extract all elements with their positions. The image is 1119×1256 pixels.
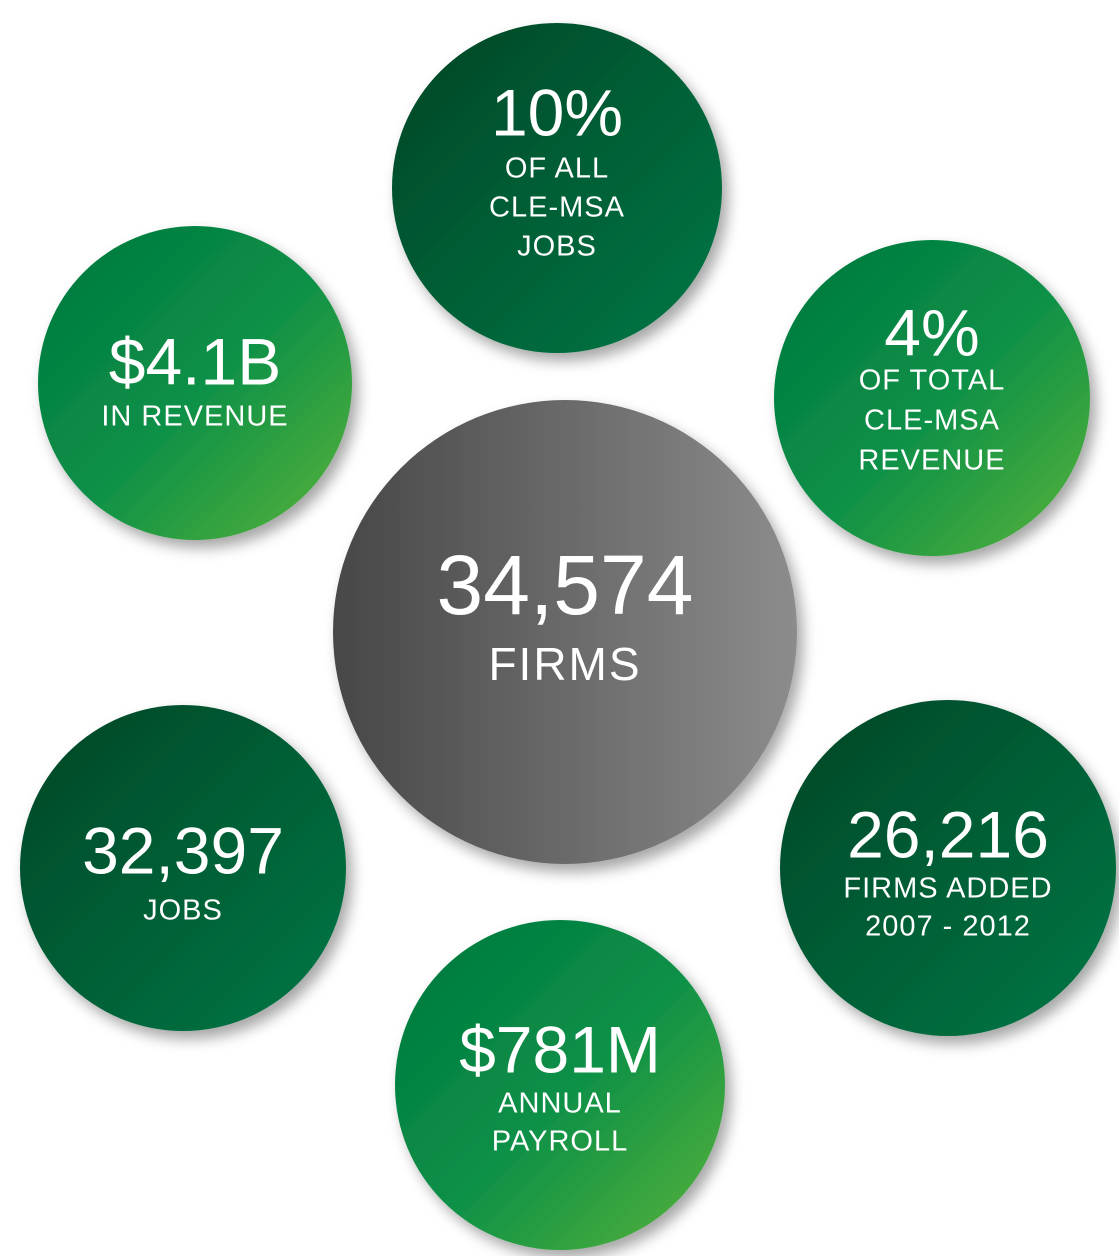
stat-circle: 34,574 FIRMS (333, 400, 797, 864)
circle (395, 920, 725, 1250)
stat-caption: JOBS (517, 231, 597, 263)
stat-caption: FIRMS ADDED (843, 873, 1052, 905)
stat-value: 10% (491, 75, 623, 149)
stat-value: 26,216 (847, 797, 1049, 871)
circle (780, 700, 1116, 1036)
circle (333, 400, 797, 864)
stat-caption: OF ALL (505, 153, 609, 185)
stat-value: 32,397 (82, 813, 284, 887)
stat-caption: JOBS (143, 895, 223, 927)
stat-caption: ANNUAL (498, 1088, 622, 1120)
circle (774, 240, 1090, 556)
stat-circle: 4%OF TOTAL CLE-MSA REVENUE (774, 240, 1090, 556)
stat-value: 34,574 (437, 538, 694, 632)
stat-caption: 2007 - 2012 (865, 911, 1031, 943)
stat-value: $4.1B (109, 324, 281, 398)
stat-caption: CLE-MSA (864, 405, 1000, 437)
stat-caption: IN REVENUE (101, 401, 288, 433)
stat-caption: OF TOTAL (859, 365, 1006, 397)
circle (392, 23, 722, 353)
circle (38, 226, 352, 540)
circle (20, 705, 346, 1031)
stat-caption: PAYROLL (492, 1126, 628, 1158)
stat-caption: FIRMS (488, 638, 641, 690)
stat-circle: 32,397 JOBS (20, 705, 346, 1031)
stat-caption: CLE-MSA (489, 192, 625, 224)
stat-value: $781M (459, 1012, 661, 1086)
stat-caption: REVENUE (858, 445, 1005, 477)
stat-value: 4% (884, 295, 979, 369)
stat-circle: 10% OF ALL CLE-MSA JOBS (392, 23, 722, 353)
